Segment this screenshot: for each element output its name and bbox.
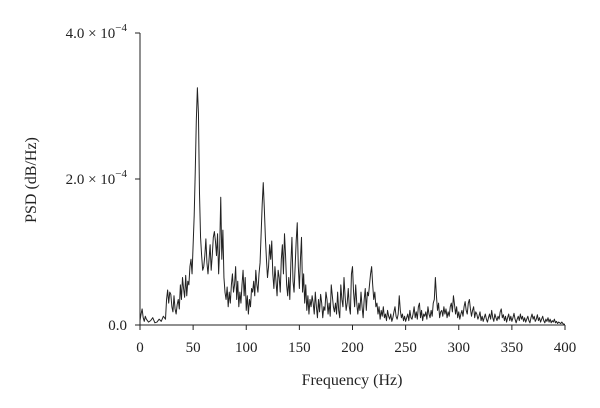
y-tick-label: 2.0 × 10−4 xyxy=(66,168,128,188)
y-tick-label: 0.0 xyxy=(108,318,127,334)
x-axis-ticks: 0 50 100 150 200 250 300 350 400 xyxy=(136,325,576,356)
x-tick-label: 50 xyxy=(186,340,201,356)
plot-area xyxy=(139,33,565,326)
x-axis-title: Frequency (Hz) xyxy=(302,372,403,389)
x-tick-label: 400 xyxy=(554,340,577,356)
y-tick-label: 4.0 × 10−4 xyxy=(66,22,128,42)
x-tick-label: 300 xyxy=(448,340,471,356)
x-tick-label: 350 xyxy=(501,340,524,356)
x-tick-label: 0 xyxy=(136,340,144,356)
x-tick-label: 250 xyxy=(394,340,417,356)
x-tick-label: 100 xyxy=(235,340,258,356)
psd-series-line xyxy=(139,87,565,325)
x-tick-label: 150 xyxy=(288,340,311,356)
y-axis-ticks: 0.0 2.0 × 10−4 4.0 × 10−4 xyxy=(66,22,140,334)
x-tick-label: 200 xyxy=(341,340,364,356)
y-axis-title: PSD (dB/Hz) xyxy=(23,137,40,223)
